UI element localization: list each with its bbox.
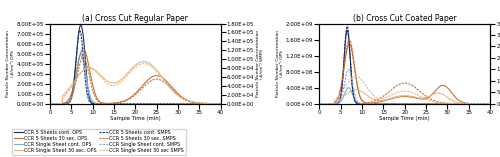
X-axis label: Sample Time (min): Sample Time (min) bbox=[110, 116, 160, 121]
Legend: CCR 5 Sheets cont. OPS, CCR 5 Sheets 30 sec. OPS, CCR Single Sheet cont. OPS, CC: CCR 5 Sheets cont. OPS, CCR 5 Sheets 30 … bbox=[12, 129, 186, 155]
Y-axis label: Particle Number Concentration
(#/cm³) OPS: Particle Number Concentration (#/cm³) OP… bbox=[6, 30, 15, 97]
Title: (b) Cross Cut Coated Paper: (b) Cross Cut Coated Paper bbox=[353, 14, 457, 23]
X-axis label: Sample Time (min): Sample Time (min) bbox=[380, 116, 430, 121]
Y-axis label: Particle Number Concentration
(#/cm³) OPS: Particle Number Concentration (#/cm³) OP… bbox=[276, 30, 284, 97]
Y-axis label: Particle Number Concentration
(#/cm³) SMPS: Particle Number Concentration (#/cm³) SM… bbox=[256, 30, 264, 97]
Title: (a) Cross Cut Regular Paper: (a) Cross Cut Regular Paper bbox=[82, 14, 188, 23]
